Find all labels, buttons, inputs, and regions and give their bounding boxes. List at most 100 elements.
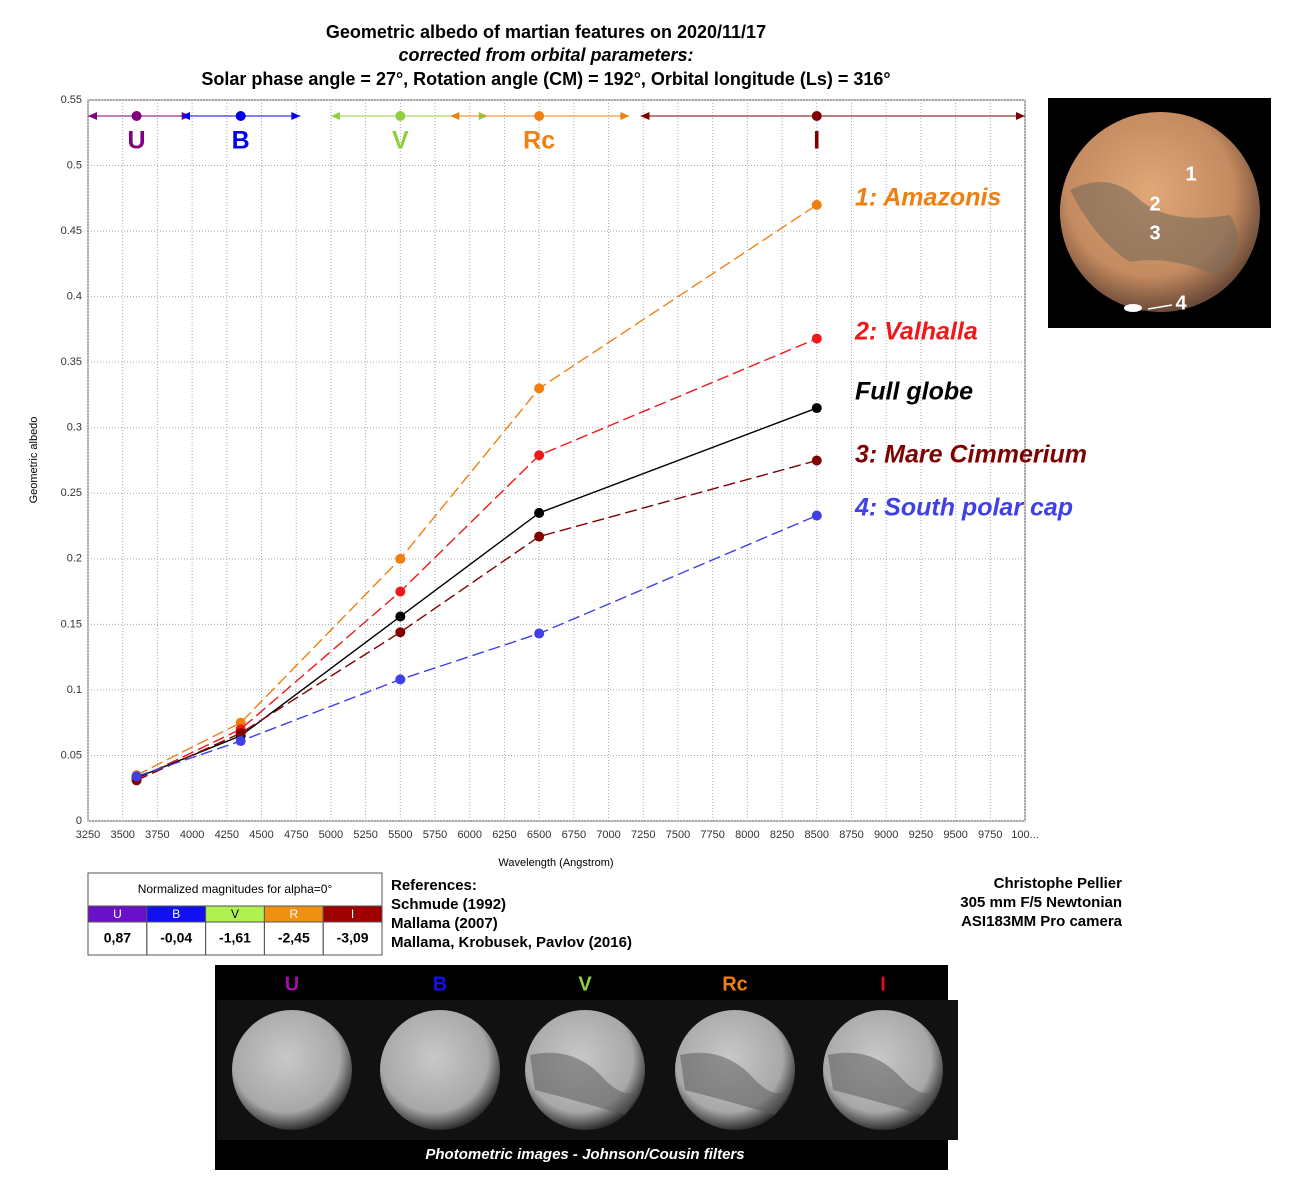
reference: Mallama, Krobusek, Pavlov (2016) [391, 934, 632, 951]
strip-caption: Photometric images - Johnson/Cousin filt… [425, 1146, 744, 1163]
arrow-head [1016, 112, 1025, 120]
table-header: V [231, 907, 239, 921]
data-point [534, 507, 545, 518]
chart-title: Geometric albedo of martian features on … [326, 22, 766, 42]
table-value: -1,61 [219, 930, 251, 946]
arrow-head [181, 112, 191, 120]
data-point [131, 771, 142, 782]
data-point [534, 531, 545, 542]
data-point [811, 403, 822, 414]
reference: Schmude (1992) [391, 896, 506, 913]
arrow [1147, 304, 1173, 310]
y-tick-label: 0.5 [67, 159, 82, 171]
strip-label: Rc [722, 973, 748, 995]
x-tick-label: 3250 [76, 829, 100, 841]
band-label: V [392, 127, 409, 155]
strip-images: U B V Rc I [217, 973, 958, 1140]
data-point [811, 510, 822, 521]
y-tick-label: 0.4 [67, 291, 82, 303]
credit: 305 mm F/5 Newtonian [960, 894, 1122, 911]
x-tick-label: 6750 [562, 829, 586, 841]
x-tick-label: 5250 [353, 829, 377, 841]
arrow-head [450, 112, 460, 120]
x-tick-label: 7500 [666, 829, 690, 841]
y-axis-label: Geometric albedo [28, 417, 40, 504]
legend-entry: 4: South polar cap [854, 494, 1073, 522]
table-cell [322, 921, 383, 956]
y-tick-label: 0.45 [61, 225, 82, 237]
x-tick-label: 4250 [215, 829, 239, 841]
mars-label: 2 [1149, 193, 1160, 215]
data-point [395, 586, 406, 597]
x-tick-label: 9250 [909, 829, 933, 841]
x-tick-label: 4750 [284, 829, 308, 841]
arrow-head [640, 112, 650, 120]
y-tick-label: 0 [76, 815, 82, 827]
x-axis-label: Wavelength (Angstrom) [498, 857, 613, 869]
x-tick-label: 9750 [978, 829, 1002, 841]
x-tick-label: 6250 [492, 829, 516, 841]
x-tick-label: 8750 [839, 829, 863, 841]
arrow-head [291, 112, 301, 120]
band-center [534, 111, 545, 121]
band-center [131, 111, 142, 121]
mars-label: 4 [1175, 292, 1187, 314]
x-tick-label: 3500 [110, 829, 134, 841]
strip-label: V [578, 973, 592, 995]
x-tick-label: 8250 [770, 829, 794, 841]
data-point [395, 674, 406, 685]
y-tick-label: 0.15 [61, 618, 82, 630]
band-label: U [128, 127, 146, 155]
x-tick-label: 4000 [180, 829, 204, 841]
table-header: B [172, 907, 180, 921]
x-tick-label: 4500 [249, 829, 273, 841]
credit: ASI183MM Pro camera [961, 913, 1123, 930]
legend-entry: 2: Valhalla [854, 318, 978, 346]
legend-entry: Full globe [855, 378, 973, 406]
data-point [235, 736, 246, 747]
strip-dark [680, 1052, 790, 1115]
x-tick-label: 3750 [145, 829, 169, 841]
mars-label: 1 [1185, 163, 1196, 185]
x-tick-label: 7250 [631, 829, 655, 841]
y-tick-label: 0.25 [61, 487, 82, 499]
table-value: -0,04 [160, 930, 192, 946]
x-tick-label: 5500 [388, 829, 412, 841]
data-point [811, 199, 822, 210]
x-tick-label: 8000 [735, 829, 759, 841]
series-line [136, 459, 817, 781]
legend-entry: 3: Mare Cimmerium [855, 441, 1087, 469]
strip-label: I [880, 973, 886, 995]
band-center [395, 111, 406, 121]
data-point [534, 628, 545, 639]
table-value: 0,87 [104, 930, 131, 946]
table-header: U [113, 907, 122, 921]
data-point [534, 450, 545, 461]
y-tick-label: 0.05 [61, 749, 82, 761]
x-tick-label: 7000 [596, 829, 620, 841]
arrow-head [620, 112, 630, 120]
band-label: Rc [523, 127, 555, 155]
table-title: Normalized magnitudes for alpha=0° [138, 882, 333, 896]
chart-subtitle: corrected from orbital parameters: [398, 45, 693, 65]
strip-label: U [285, 973, 299, 995]
band-center [235, 111, 246, 121]
y-tick-label: 0.55 [61, 94, 82, 106]
arrow-head [330, 112, 340, 120]
reference: Mallama (2007) [391, 915, 498, 932]
x-tick-label: 7750 [700, 829, 724, 841]
strip-disc [380, 1010, 500, 1130]
arrow-head [88, 112, 97, 120]
x-tick-label: 8500 [805, 829, 829, 841]
band-label: B [232, 127, 250, 155]
polar-cap [1124, 304, 1142, 312]
x-tick-label: 6500 [527, 829, 551, 841]
data-point [395, 627, 406, 638]
data-point [534, 383, 545, 394]
data-point [811, 333, 822, 344]
data-point [235, 728, 246, 739]
y-tick-label: 0.3 [67, 422, 82, 434]
table-body: U 0,87 B -0,04 V -1,61 R -2,45 I -3,09 [87, 905, 383, 956]
strip-dark [828, 1052, 938, 1115]
